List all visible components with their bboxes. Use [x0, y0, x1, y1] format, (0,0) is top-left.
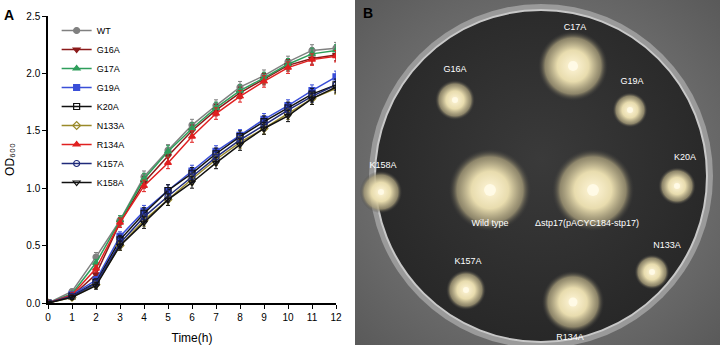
svg-text:7: 7 — [213, 312, 219, 323]
svg-text:4: 4 — [141, 312, 147, 323]
svg-text:10: 10 — [282, 312, 294, 323]
svg-text:1.5: 1.5 — [26, 125, 40, 136]
svg-text:B: B — [363, 5, 373, 21]
svg-text:0.0: 0.0 — [26, 298, 40, 309]
svg-text:N133A: N133A — [97, 121, 125, 131]
svg-text:Δstp17(pACYC184-stp17): Δstp17(pACYC184-stp17) — [535, 218, 639, 228]
svg-text:5: 5 — [165, 312, 171, 323]
svg-text:K158A: K158A — [97, 178, 124, 188]
svg-text:WT: WT — [97, 26, 111, 36]
svg-text:OD₆₀₀: OD₆₀₀ — [3, 143, 17, 176]
svg-text:6: 6 — [189, 312, 195, 323]
svg-text:G17A: G17A — [97, 64, 120, 74]
svg-text:K157A: K157A — [97, 159, 124, 169]
svg-text:1: 1 — [69, 312, 75, 323]
svg-text:3: 3 — [117, 312, 123, 323]
svg-text:K20A: K20A — [674, 152, 696, 162]
svg-text:C17A: C17A — [564, 22, 587, 32]
svg-text:N133A: N133A — [653, 240, 681, 250]
svg-text:2.0: 2.0 — [26, 68, 40, 79]
svg-text:G16A: G16A — [443, 64, 466, 74]
svg-text:K158A: K158A — [369, 160, 396, 170]
svg-text:A: A — [4, 7, 14, 23]
svg-text:11: 11 — [307, 312, 318, 323]
svg-text:0: 0 — [45, 312, 51, 323]
svg-text:G19A: G19A — [620, 76, 643, 86]
svg-text:K20A: K20A — [97, 102, 119, 112]
svg-text:G19A: G19A — [97, 83, 120, 93]
svg-text:R134A: R134A — [97, 140, 125, 150]
svg-text:8: 8 — [237, 312, 243, 323]
svg-text:0.5: 0.5 — [26, 240, 40, 251]
svg-text:G16A: G16A — [97, 45, 120, 55]
svg-text:1.0: 1.0 — [26, 183, 40, 194]
svg-text:2.5: 2.5 — [26, 11, 40, 22]
svg-text:Time(h): Time(h) — [172, 331, 213, 345]
svg-text:9: 9 — [261, 312, 267, 323]
svg-text:K157A: K157A — [454, 256, 481, 266]
svg-text:12: 12 — [330, 312, 342, 323]
svg-text:Wild type: Wild type — [471, 218, 508, 228]
svg-text:R134A: R134A — [556, 332, 584, 342]
svg-text:2: 2 — [93, 312, 99, 323]
